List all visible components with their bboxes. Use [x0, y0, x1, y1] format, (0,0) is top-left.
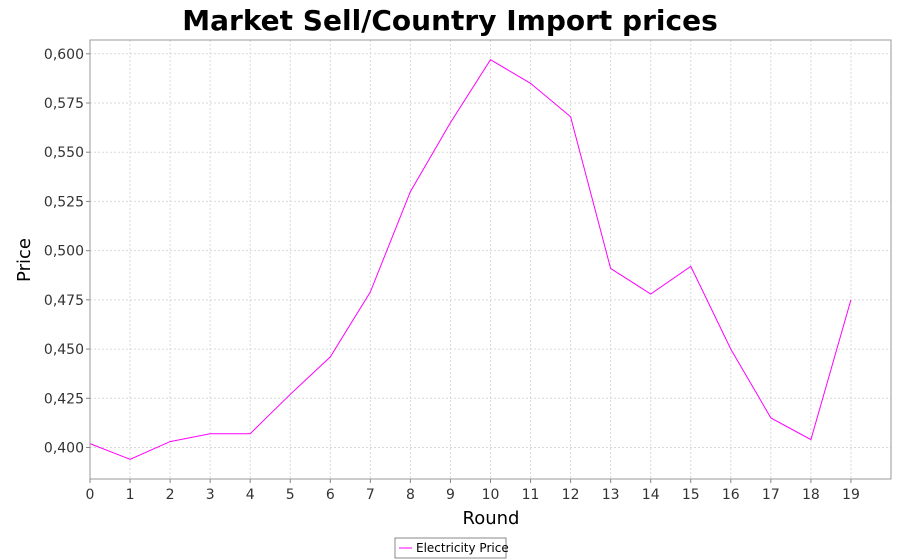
data-point: [569, 115, 572, 118]
x-tick-label: 5: [286, 487, 295, 503]
x-tick-label: 6: [326, 487, 335, 503]
y-tick-label: 0,600: [44, 47, 84, 63]
data-point: [289, 393, 292, 396]
x-tick-label: 17: [762, 487, 780, 503]
x-tick-label: 4: [246, 487, 255, 503]
x-tick-label: 19: [842, 487, 860, 503]
x-tick-label: 9: [446, 487, 455, 503]
x-axis-label: Round: [463, 508, 520, 529]
x-tick-label: 15: [682, 487, 700, 503]
y-tick-label: 0,400: [44, 441, 84, 457]
data-point: [529, 82, 532, 85]
data-point: [609, 267, 612, 270]
series-line-0: [89, 59, 852, 460]
x-tick-label: 0: [86, 487, 95, 503]
x-tick-label: 12: [562, 487, 580, 503]
data-point: [209, 432, 212, 435]
chart-title: Market Sell/Country Import prices: [182, 4, 718, 37]
y-tick-label: 0,575: [44, 96, 84, 112]
y-tick-label: 0,525: [44, 194, 84, 210]
legend-label: Electricity Price: [416, 541, 509, 555]
y-tick-label: 0,500: [44, 244, 84, 260]
x-tick-label: 8: [406, 487, 415, 503]
data-point: [449, 121, 452, 124]
data-point: [649, 292, 652, 295]
data-point: [169, 440, 172, 443]
y-axis-label: Price: [14, 238, 35, 282]
legend-box: [394, 537, 507, 559]
x-tick-label: 10: [482, 487, 500, 503]
x-tick-label: 7: [366, 487, 375, 503]
data-point: [729, 348, 732, 351]
data-point: [809, 438, 812, 441]
x-tick-label: 11: [522, 487, 540, 503]
x-tick-label: 3: [206, 487, 215, 503]
data-point: [129, 458, 132, 461]
y-tick-label: 0,425: [44, 391, 84, 407]
x-tick-label: 2: [166, 487, 175, 503]
y-axis: 0,400 0,425 0,450 0,475 0,500 0,525 0,550 0,575…: [44, 47, 90, 457]
x-tick-label: 13: [602, 487, 620, 503]
data-point: [489, 58, 492, 61]
grid: [89, 40, 891, 479]
y-tick-label: 0,475: [44, 293, 84, 309]
x-tick-label: 18: [802, 487, 820, 503]
series-layer: [89, 58, 852, 461]
legend: Electricity Price: [394, 537, 509, 559]
x-tick-label: 1: [126, 487, 135, 503]
data-point: [849, 298, 852, 301]
y-tick-label: 0,550: [44, 145, 84, 161]
data-point: [369, 290, 372, 293]
data-point: [689, 265, 692, 268]
x-tick-label: 16: [722, 487, 740, 503]
x-axis: 0 1 2 3 4 5 6 7 8 9 10 11 12 13 14 15 16 17 18 19: [86, 479, 860, 503]
data-point: [409, 190, 412, 193]
y-tick-label: 0,450: [44, 342, 84, 358]
data-point: [769, 416, 772, 419]
data-point: [329, 355, 332, 358]
x-tick-label: 14: [642, 487, 660, 503]
data-point: [249, 432, 252, 435]
